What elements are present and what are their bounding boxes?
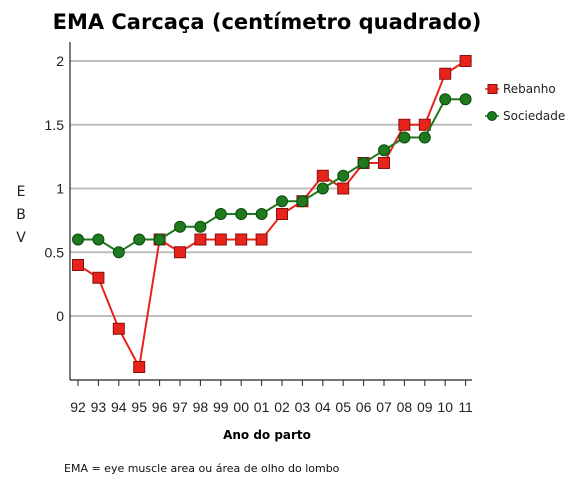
data-point: [337, 169, 350, 182]
x-tick-label: 95: [131, 399, 147, 415]
x-tick-label: 10: [437, 399, 453, 415]
data-point: [72, 233, 84, 246]
y-tick-label: 1: [56, 181, 64, 197]
x-tick-labels: 92 93 94 95 96 97 98 99 00 01 02 03 04 05 06 07 08 09 10 11: [70, 380, 473, 415]
x-tick-label: 97: [172, 399, 188, 415]
data-point: [133, 233, 146, 246]
x-tick-label: 03: [295, 399, 311, 415]
data-point: [92, 271, 105, 284]
data-point: [276, 195, 288, 208]
legend-label: Sociedade: [503, 109, 565, 123]
data-point: [378, 144, 390, 157]
data-point: [418, 131, 431, 144]
data-point: [214, 208, 227, 220]
y-axis-label-letter: E: [17, 184, 26, 200]
x-tick-label: 01: [254, 399, 270, 415]
x-tick-label: 02: [274, 399, 290, 415]
data-point: [439, 93, 452, 106]
data-point: [235, 208, 248, 220]
x-tick-label: 07: [376, 399, 392, 415]
x-tick-label: 04: [315, 399, 331, 415]
y-axis-label: EBV: [16, 184, 26, 246]
y-tick-label: 2: [56, 53, 64, 69]
data-point: [316, 182, 329, 195]
series-rebanho: [72, 55, 472, 373]
data-point: [214, 233, 227, 246]
data-point: [398, 131, 411, 144]
axes: [69, 42, 472, 381]
x-tick-label: 99: [213, 399, 229, 415]
series: [72, 55, 472, 373]
legend-marker: [487, 111, 497, 121]
data-point: [255, 208, 268, 220]
y-axis-label-letter: B: [16, 207, 26, 223]
data-point: [378, 157, 390, 169]
data-point: [235, 233, 248, 246]
data-point: [92, 233, 105, 246]
data-point: [72, 259, 84, 271]
data-point: [255, 233, 268, 246]
grid-lines: [70, 60, 472, 317]
legend-item: Sociedade: [485, 109, 565, 123]
x-tick-label: 08: [397, 399, 413, 415]
y-tick-label: 0: [56, 308, 64, 324]
data-point: [112, 246, 125, 259]
x-tick-label: 98: [193, 399, 209, 415]
x-tick-label: 92: [70, 399, 86, 415]
y-axis-label-letter: V: [16, 230, 26, 246]
x-tick-label: 11: [458, 399, 473, 415]
data-point: [153, 233, 166, 246]
data-point: [112, 322, 125, 335]
data-point: [296, 195, 309, 208]
x-tick-label: 93: [91, 399, 107, 415]
x-tick-label: 94: [111, 399, 127, 415]
legend-item: Rebanho: [485, 82, 556, 96]
data-point: [459, 55, 472, 67]
x-tick-label: 05: [335, 399, 351, 415]
series-sociedade: [72, 93, 472, 259]
chart-title: EMA Carcaça (centímetro quadrado): [53, 10, 482, 34]
data-point: [316, 169, 329, 182]
data-point: [439, 67, 452, 80]
data-point: [337, 182, 350, 195]
y-tick-label: 0.5: [45, 244, 65, 260]
data-point: [174, 220, 186, 233]
data-point: [194, 233, 207, 246]
x-axis-label: Ano do parto: [223, 428, 311, 442]
data-point: [133, 361, 146, 373]
legend-marker: [487, 84, 498, 94]
footnote: EMA = eye muscle area ou área de olho do…: [64, 462, 340, 475]
data-point: [459, 93, 472, 106]
y-tick-labels: 2 1.5 1 0.5 0: [45, 53, 65, 324]
x-tick-label: 06: [356, 399, 372, 415]
data-point: [418, 118, 431, 131]
data-point: [357, 157, 370, 169]
legend-label: Rebanho: [503, 82, 556, 96]
x-tick-label: 00: [233, 399, 249, 415]
x-tick-label: 96: [152, 399, 168, 415]
data-point: [174, 246, 186, 259]
data-point: [398, 118, 411, 131]
data-point: [194, 220, 207, 233]
y-tick-label: 1.5: [45, 117, 65, 133]
legend: Rebanho Sociedade: [485, 82, 565, 123]
x-tick-label: 09: [417, 399, 433, 415]
data-point: [276, 208, 288, 220]
series-line: [77, 60, 467, 371]
